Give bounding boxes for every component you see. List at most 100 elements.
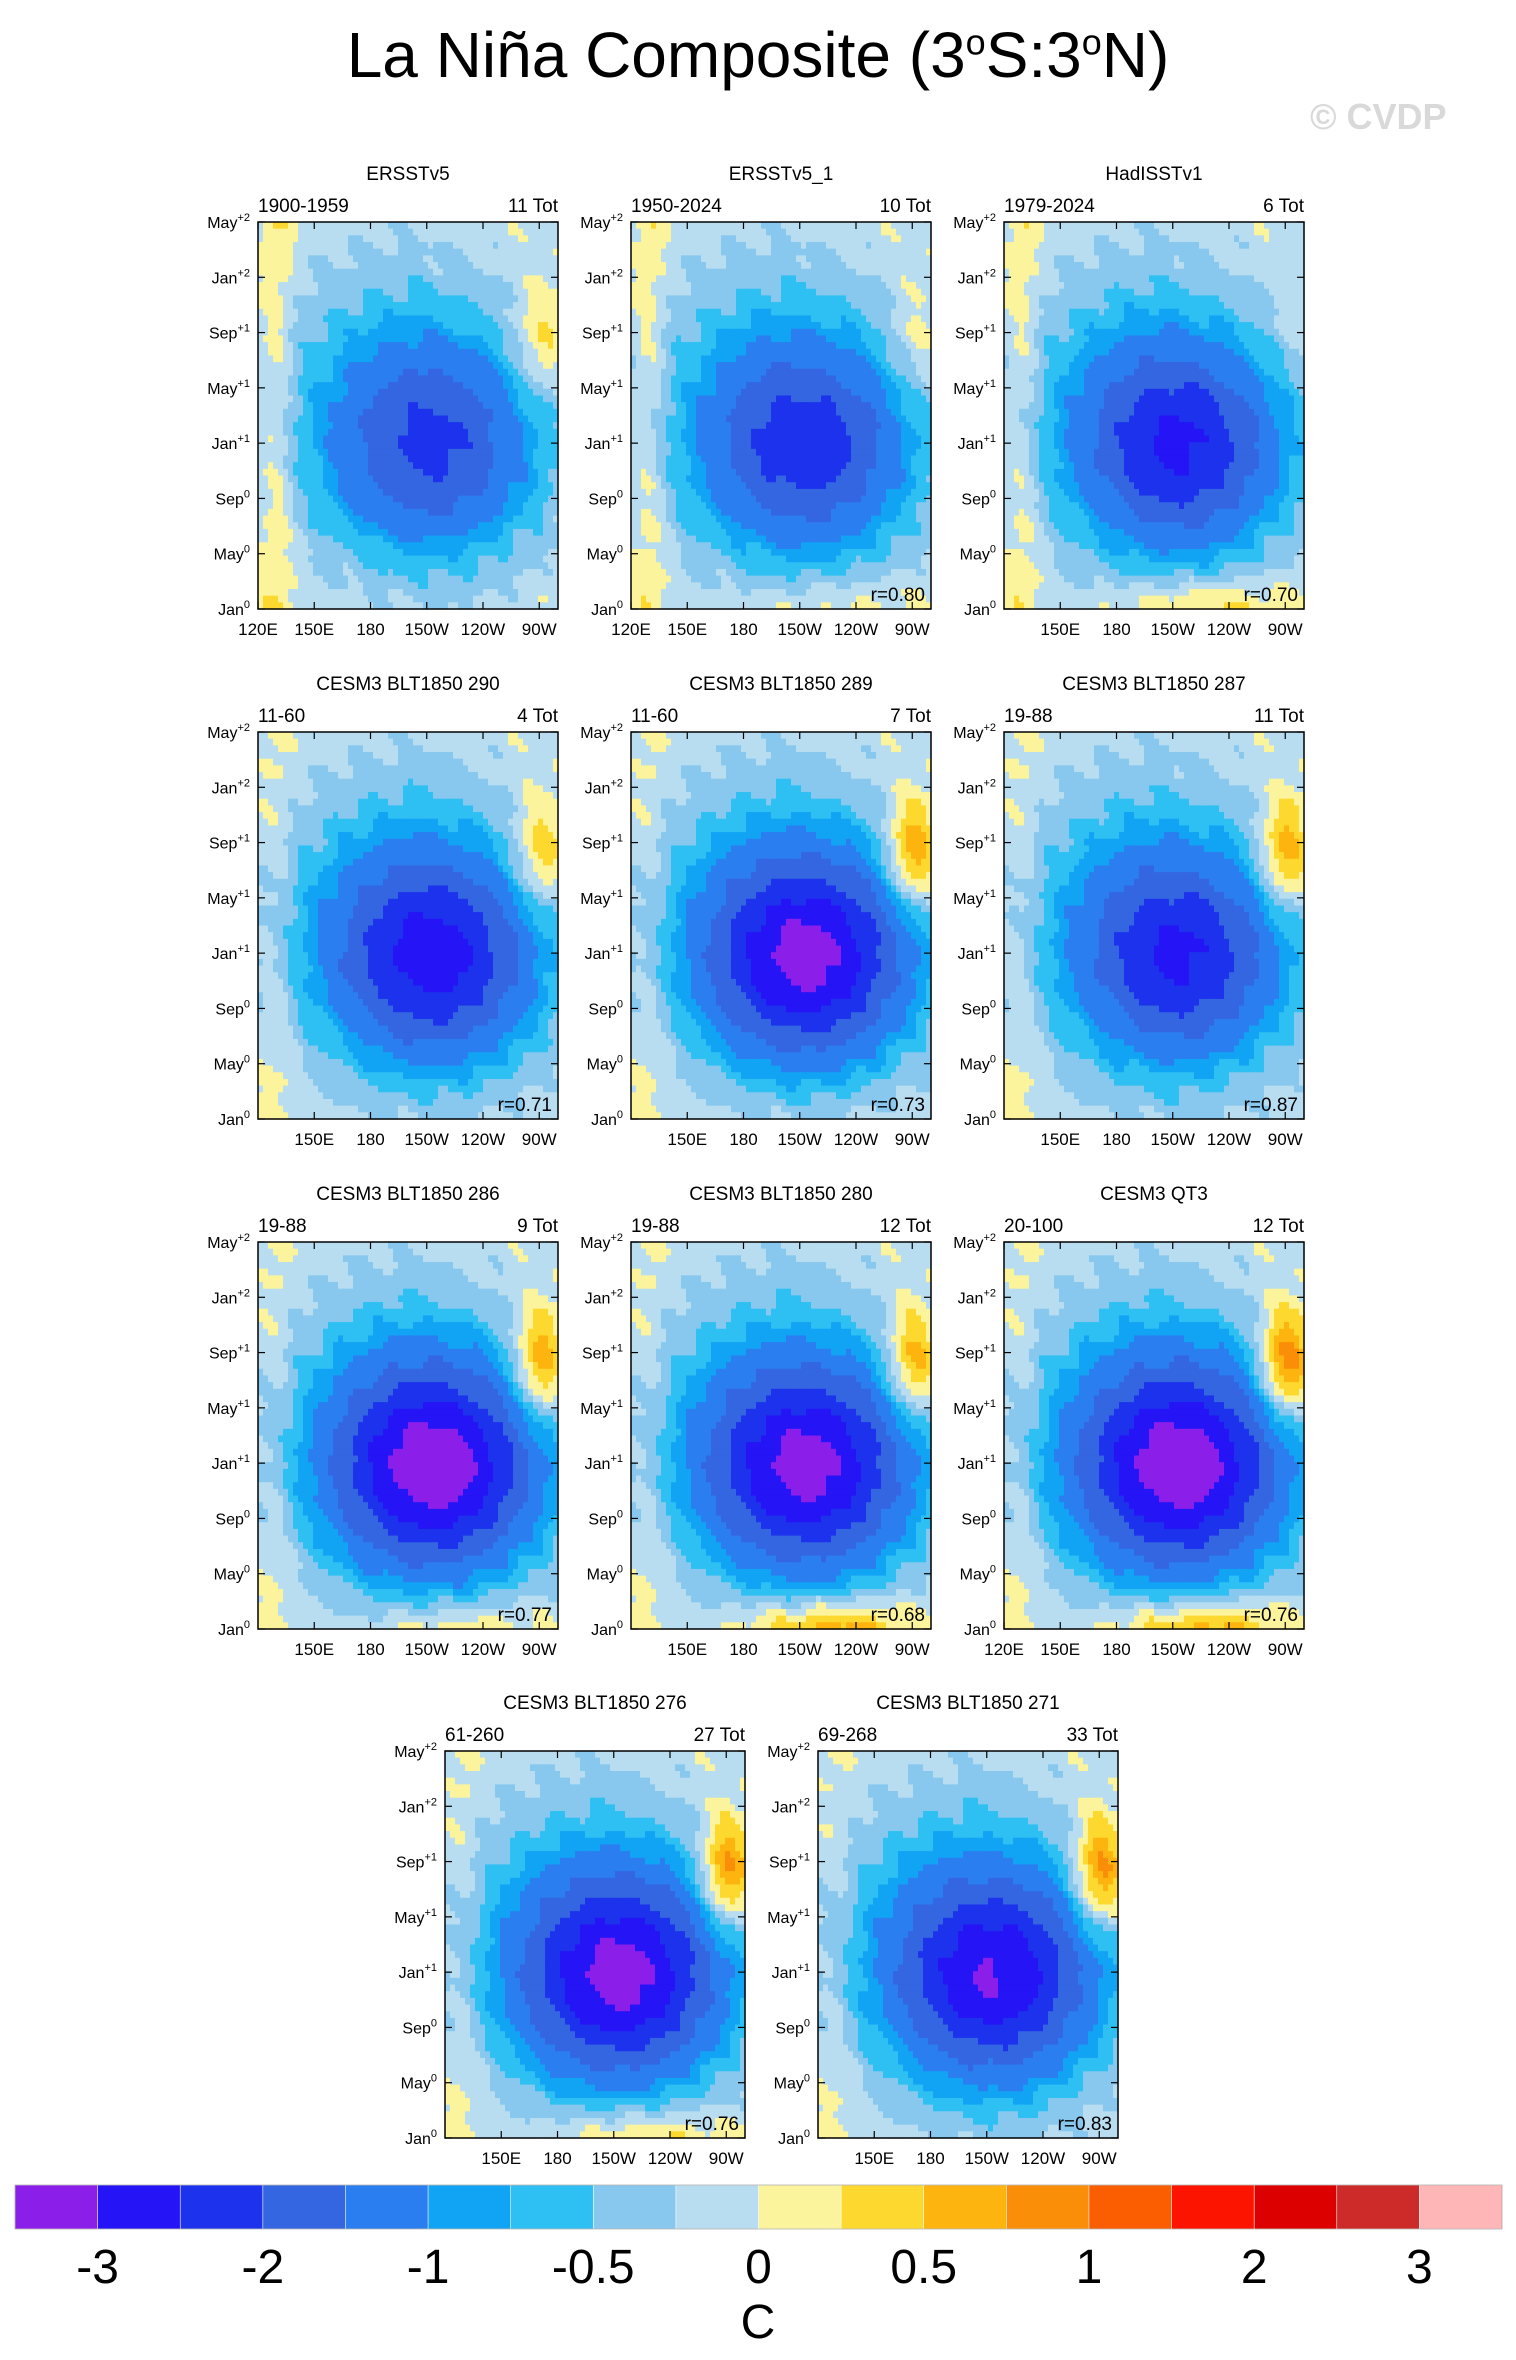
heat-cell (293, 289, 299, 296)
heat-cell (328, 309, 334, 316)
heat-cell (528, 222, 534, 229)
heat-cell (428, 229, 434, 236)
heat-cell (478, 309, 484, 316)
heat-cell (388, 322, 394, 329)
heat-cell (383, 222, 389, 229)
heat-cell (393, 262, 399, 269)
heat-cell (478, 255, 484, 262)
heat-cell (503, 255, 509, 262)
heat-cell (463, 295, 469, 302)
heat-cell (448, 322, 454, 329)
heat-cell (473, 315, 479, 322)
heat-cell (298, 289, 304, 296)
heat-cell (528, 235, 534, 242)
heat-cell (328, 322, 334, 329)
heat-cell (418, 315, 424, 322)
heat-cell (438, 315, 444, 322)
heat-cell (498, 262, 504, 269)
heat-cell (338, 282, 344, 289)
heat-cell (318, 295, 324, 302)
heat-cell (493, 229, 499, 236)
heat-cell (428, 235, 434, 242)
heat-cell (403, 329, 409, 336)
heat-cell (363, 229, 369, 236)
heat-cell (273, 269, 279, 276)
heat-cell (293, 255, 299, 262)
heat-cell (363, 329, 369, 336)
heat-cell (548, 275, 554, 282)
heat-cell (268, 229, 274, 236)
heat-cell (338, 295, 344, 302)
heat-cell (488, 309, 494, 316)
heat-cell (513, 235, 519, 242)
heat-cell (303, 249, 309, 256)
heat-cell (333, 329, 339, 336)
heat-cell (288, 282, 294, 289)
heat-cell (363, 269, 369, 276)
heat-cell (298, 322, 304, 329)
heat-cell (513, 282, 519, 289)
heat-cell (533, 242, 539, 249)
heat-cell (343, 309, 349, 316)
heat-cell (483, 255, 489, 262)
heat-cell (548, 322, 554, 329)
heat-cell (408, 302, 414, 309)
heat-cell (478, 235, 484, 242)
heat-cell (328, 289, 334, 296)
heat-cell (523, 269, 529, 276)
heat-cell (498, 242, 504, 249)
heat-cell (473, 282, 479, 289)
heat-cell (258, 315, 264, 322)
heat-cell (408, 249, 414, 256)
heat-cell (468, 262, 474, 269)
heat-cell (508, 295, 514, 302)
heat-cell (458, 295, 464, 302)
heat-cell (343, 302, 349, 309)
heat-cell (523, 289, 529, 296)
heat-cell (413, 309, 419, 316)
heat-cell (343, 255, 349, 262)
heat-cell (353, 295, 359, 302)
heat-cell (443, 309, 449, 316)
heat-cell (388, 309, 394, 316)
heat-cell (343, 322, 349, 329)
heat-cell (448, 329, 454, 336)
heat-cell (263, 322, 269, 329)
heat-cell (388, 289, 394, 296)
heat-cell (473, 309, 479, 316)
heat-cell (518, 289, 524, 296)
heat-cell (543, 289, 549, 296)
heat-cell (303, 222, 309, 229)
heat-cell (348, 255, 354, 262)
heat-cell (273, 295, 279, 302)
heat-cell (413, 315, 419, 322)
heat-cell (548, 315, 554, 322)
heat-cell (393, 269, 399, 276)
heat-cell (353, 242, 359, 249)
heat-cell (313, 235, 319, 242)
heat-cell (303, 262, 309, 269)
heat-cell (318, 289, 324, 296)
heat-cell (283, 275, 289, 282)
heat-cell (388, 242, 394, 249)
heat-cell (413, 302, 419, 309)
heat-cell (268, 335, 274, 342)
heat-cell (548, 262, 554, 269)
heat-cell (398, 249, 404, 256)
heat-cell (303, 302, 309, 309)
heat-cell (263, 242, 269, 249)
heat-cell (508, 275, 514, 282)
heat-cell (478, 289, 484, 296)
heat-cell (378, 295, 384, 302)
heat-cell (268, 329, 274, 336)
heat-cell (438, 255, 444, 262)
heat-cell (473, 242, 479, 249)
heat-cell (458, 315, 464, 322)
heat-cell (458, 275, 464, 282)
heat-cell (478, 295, 484, 302)
heat-cell (393, 295, 399, 302)
heat-cell (433, 322, 439, 329)
heat-cell (518, 229, 524, 236)
heat-cell (378, 309, 384, 316)
heat-cell (298, 335, 304, 342)
